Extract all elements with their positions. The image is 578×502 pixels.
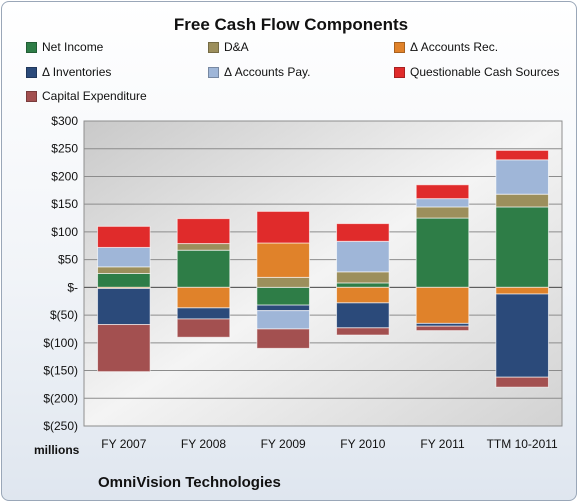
bar-segment bbox=[415, 286, 470, 324]
legend-label: Questionable Cash Sources bbox=[410, 65, 560, 79]
bar-segment bbox=[256, 310, 310, 330]
y-tick-label: $300 bbox=[51, 114, 78, 128]
legend-swatch bbox=[26, 41, 37, 53]
legend-item-accounts-rec: Δ Accounts Rec. bbox=[394, 40, 498, 54]
bar-segment bbox=[256, 286, 310, 306]
bar-segment bbox=[336, 327, 390, 336]
bar-segment bbox=[336, 223, 390, 242]
bar-segment bbox=[336, 271, 390, 284]
y-tick-label: $50 bbox=[58, 253, 78, 267]
bar-segment bbox=[495, 159, 549, 195]
legend-swatch bbox=[394, 66, 405, 78]
y-tick-label: $200 bbox=[51, 169, 78, 183]
bar-segment bbox=[495, 193, 549, 208]
chart-title: Free Cash Flow Components bbox=[173, 15, 409, 34]
bar-segment bbox=[336, 286, 390, 304]
legend-item-inventories: Δ Inventories bbox=[26, 65, 111, 79]
legend-item-da: D&A bbox=[208, 40, 249, 54]
bar-segment bbox=[97, 273, 151, 288]
legend-swatch bbox=[26, 66, 37, 78]
bar-segment bbox=[415, 217, 470, 288]
bar-segment bbox=[495, 149, 549, 161]
bar-segment bbox=[97, 225, 151, 248]
bar-segment bbox=[176, 318, 231, 338]
legend-label: Net Income bbox=[42, 40, 104, 54]
legend-item-questionable-cash: Questionable Cash Sources bbox=[394, 65, 559, 79]
x-tick-label: FY 2008 bbox=[181, 437, 226, 451]
bar-segment bbox=[415, 325, 470, 332]
bar-segment bbox=[256, 210, 310, 244]
x-tick-label: FY 2009 bbox=[261, 437, 306, 451]
y-tick-label: $(200) bbox=[43, 391, 78, 405]
bar-segment bbox=[176, 286, 231, 309]
bar-segment bbox=[336, 282, 390, 288]
bar-segment bbox=[495, 293, 549, 378]
bar-segment bbox=[256, 276, 310, 288]
bar-segment bbox=[176, 243, 231, 251]
units-label: millions bbox=[34, 443, 80, 457]
legend-swatch bbox=[394, 41, 405, 53]
bar-segment bbox=[415, 198, 470, 208]
legend-swatch bbox=[208, 66, 219, 78]
x-tick-label: FY 2007 bbox=[101, 437, 146, 451]
x-tick-label: FY 2010 bbox=[340, 437, 385, 451]
y-tick-label: $250 bbox=[51, 142, 78, 156]
bar-segment bbox=[495, 376, 549, 388]
legend-swatch bbox=[26, 90, 37, 102]
bar-segment bbox=[495, 286, 549, 295]
y-tick-label: $(150) bbox=[43, 364, 78, 378]
legend-item-accounts-pay: Δ Accounts Pay. bbox=[208, 65, 311, 79]
legend-item-capex: Capital Expenditure bbox=[26, 89, 147, 103]
y-tick-label: $- bbox=[67, 280, 78, 294]
bar-segment bbox=[176, 218, 231, 245]
legend-swatch bbox=[208, 41, 219, 53]
y-tick-label: $(100) bbox=[43, 336, 78, 350]
y-tick-label: $150 bbox=[51, 197, 78, 211]
bar-segment bbox=[97, 246, 151, 268]
x-tick-label: TTM 10-2011 bbox=[487, 437, 558, 451]
bar-segment bbox=[336, 302, 390, 329]
legend-label: Δ Accounts Rec. bbox=[410, 40, 499, 54]
bar-segment bbox=[97, 324, 151, 373]
bar-segment bbox=[415, 184, 470, 200]
bar-segment bbox=[176, 307, 231, 320]
bar-segment bbox=[256, 328, 310, 349]
bar-segment bbox=[97, 287, 151, 326]
bar-segment bbox=[256, 304, 310, 312]
legend-label: D&A bbox=[224, 40, 249, 54]
bar-segment bbox=[336, 240, 390, 273]
y-tick-label: $(50) bbox=[50, 308, 78, 322]
legend-label: Δ Accounts Pay. bbox=[224, 65, 311, 79]
company-name: OmniVision Technologies bbox=[98, 474, 281, 491]
bar-segment bbox=[97, 266, 151, 275]
legend-label: Capital Expenditure bbox=[42, 89, 147, 103]
bar-segment bbox=[415, 206, 470, 219]
y-tick-label: $(250) bbox=[43, 419, 78, 433]
x-tick-label: FY 2011 bbox=[420, 437, 465, 451]
bar-segment bbox=[495, 206, 549, 288]
bar-segment bbox=[256, 242, 310, 278]
bar-segment bbox=[176, 249, 231, 288]
legend-item-net-income: Net Income bbox=[26, 40, 103, 54]
plot-background bbox=[83, 120, 563, 427]
legend-label: Δ Inventories bbox=[42, 65, 112, 79]
y-tick-label: $100 bbox=[51, 225, 78, 239]
